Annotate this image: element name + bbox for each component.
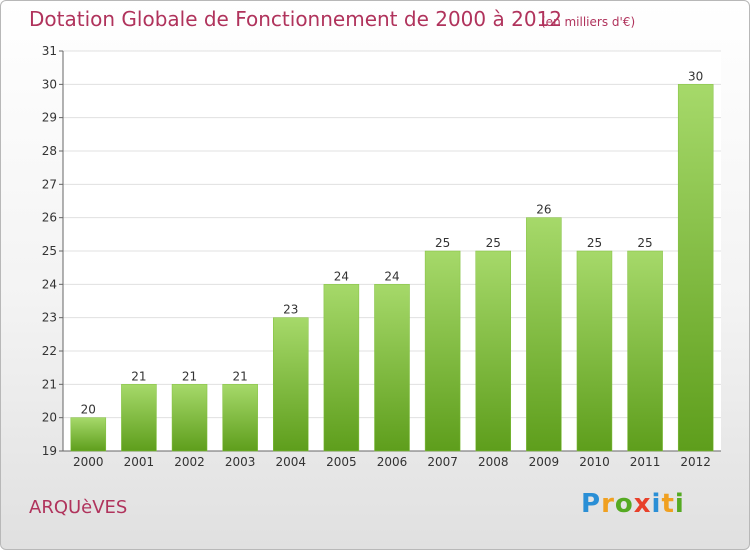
proxiti-logo: Proxiti	[581, 489, 685, 519]
y-tick-label: 25	[42, 244, 57, 258]
bar	[70, 417, 107, 452]
bar-value-label: 25	[637, 236, 652, 250]
bar	[475, 250, 511, 452]
x-tick-label: 2009	[529, 455, 560, 469]
x-tick-label: 2010	[579, 455, 610, 469]
bar	[526, 217, 562, 452]
logo-letter: t	[661, 489, 675, 519]
y-tick-label: 29	[42, 111, 57, 125]
x-tick-label: 2006	[377, 455, 408, 469]
logo-letter: i	[674, 489, 685, 519]
bar	[171, 384, 208, 452]
y-tick-label: 28	[42, 144, 57, 158]
x-tick-label: 2011	[630, 455, 661, 469]
x-tick-label: 2007	[427, 455, 458, 469]
commune-name: ARQUèVES	[29, 497, 128, 518]
bar-value-label: 30	[688, 69, 703, 83]
y-tick-label: 19	[42, 444, 57, 458]
bar-value-label: 24	[334, 269, 349, 283]
bar-value-label: 21	[233, 369, 248, 383]
bar-value-label: 23	[283, 303, 298, 317]
x-tick-label: 2005	[326, 455, 357, 469]
logo-letter: r	[601, 489, 615, 519]
bar	[576, 250, 613, 452]
chart-title: Dotation Globale de Fonctionnement de 20…	[29, 7, 562, 31]
x-tick-label: 2008	[478, 455, 509, 469]
bar	[222, 384, 258, 452]
y-tick-label: 31	[42, 44, 57, 58]
y-tick-label: 24	[42, 277, 57, 291]
bar	[323, 284, 360, 452]
y-tick-label: 27	[42, 177, 57, 191]
bar	[121, 384, 157, 452]
bar-value-label: 25	[435, 236, 450, 250]
logo-letter: x	[633, 489, 652, 519]
x-tick-label: 2001	[124, 455, 155, 469]
y-tick-label: 22	[42, 344, 57, 358]
bar	[273, 317, 309, 452]
bar-value-label: 24	[384, 269, 399, 283]
logo-letter: i	[651, 489, 662, 519]
logo-letter: o	[614, 489, 634, 519]
y-tick-label: 23	[42, 311, 57, 325]
bar	[627, 250, 663, 452]
x-tick-label: 2003	[225, 455, 256, 469]
bar	[374, 284, 410, 452]
y-tick-label: 20	[42, 411, 57, 425]
logo-letter: P	[581, 489, 602, 519]
y-tick-label: 30	[42, 77, 57, 91]
x-tick-label: 2012	[680, 455, 711, 469]
y-tick-label: 21	[42, 377, 57, 391]
y-tick-label: 26	[42, 211, 57, 225]
bar	[677, 84, 714, 452]
bar-value-label: 20	[81, 403, 96, 417]
bar-value-label: 25	[486, 236, 501, 250]
x-tick-label: 2004	[275, 455, 306, 469]
x-tick-label: 2000	[73, 455, 104, 469]
bar-value-label: 21	[131, 369, 146, 383]
chart-subtitle: (en milliers d'€)	[541, 15, 636, 29]
bar-value-label: 21	[182, 369, 197, 383]
bar-value-label: 26	[536, 203, 551, 217]
bar	[424, 250, 461, 452]
bar-value-label: 25	[587, 236, 602, 250]
x-tick-label: 2002	[174, 455, 205, 469]
